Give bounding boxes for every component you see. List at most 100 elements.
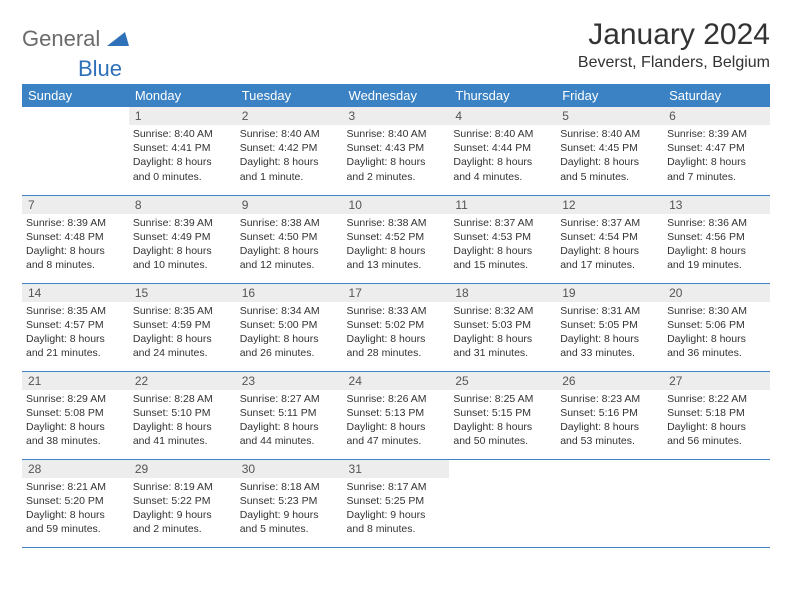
day-detail-line: Daylight: 8 hours [26, 244, 125, 258]
day-detail-line: Sunrise: 8:39 AM [26, 216, 125, 230]
weekday-header: Monday [129, 84, 236, 107]
day-details: Sunrise: 8:35 AMSunset: 4:57 PMDaylight:… [22, 302, 129, 365]
day-details: Sunrise: 8:22 AMSunset: 5:18 PMDaylight:… [663, 390, 770, 453]
weekday-header: Saturday [663, 84, 770, 107]
day-detail-line: Sunrise: 8:39 AM [133, 216, 232, 230]
calendar-day-cell: 5Sunrise: 8:40 AMSunset: 4:45 PMDaylight… [556, 107, 663, 195]
day-detail-line: Daylight: 8 hours [667, 155, 766, 169]
day-detail-line: and 2 minutes. [133, 522, 232, 536]
day-detail-line: Sunset: 4:49 PM [133, 230, 232, 244]
weekday-header: Sunday [22, 84, 129, 107]
day-detail-line: Sunrise: 8:36 AM [667, 216, 766, 230]
day-number: 30 [236, 460, 343, 478]
day-detail-line: and 53 minutes. [560, 434, 659, 448]
day-detail-line: Daylight: 8 hours [240, 332, 339, 346]
weekday-header: Thursday [449, 84, 556, 107]
day-detail-line: Daylight: 8 hours [26, 332, 125, 346]
calendar-day-cell: 15Sunrise: 8:35 AMSunset: 4:59 PMDayligh… [129, 283, 236, 371]
day-detail-line: and 31 minutes. [453, 346, 552, 360]
day-detail-line: Sunset: 5:00 PM [240, 318, 339, 332]
day-number: 25 [449, 372, 556, 390]
day-detail-line: Sunset: 4:43 PM [347, 141, 446, 155]
day-detail-line: and 36 minutes. [667, 346, 766, 360]
day-detail-line: Sunrise: 8:35 AM [133, 304, 232, 318]
logo: General Blue [22, 18, 129, 52]
calendar-week-row: 7Sunrise: 8:39 AMSunset: 4:48 PMDaylight… [22, 195, 770, 283]
day-detail-line: and 26 minutes. [240, 346, 339, 360]
day-detail-line: Daylight: 8 hours [133, 155, 232, 169]
day-detail-line: Sunset: 5:05 PM [560, 318, 659, 332]
day-number: 20 [663, 284, 770, 302]
calendar-week-row: 28Sunrise: 8:21 AMSunset: 5:20 PMDayligh… [22, 459, 770, 547]
day-number: 31 [343, 460, 450, 478]
day-detail-line: Sunset: 5:06 PM [667, 318, 766, 332]
day-detail-line: Daylight: 8 hours [347, 332, 446, 346]
month-title: January 2024 [578, 18, 770, 52]
calendar-day-cell: 28Sunrise: 8:21 AMSunset: 5:20 PMDayligh… [22, 459, 129, 547]
day-detail-line: Daylight: 8 hours [560, 244, 659, 258]
day-number: 22 [129, 372, 236, 390]
weekday-header: Friday [556, 84, 663, 107]
day-detail-line: Sunrise: 8:40 AM [453, 127, 552, 141]
day-detail-line: Sunset: 5:18 PM [667, 406, 766, 420]
day-detail-line: and 19 minutes. [667, 258, 766, 272]
day-detail-line: and 2 minutes. [347, 170, 446, 184]
day-details: Sunrise: 8:27 AMSunset: 5:11 PMDaylight:… [236, 390, 343, 453]
day-detail-line: Daylight: 8 hours [453, 155, 552, 169]
day-detail-line: and 38 minutes. [26, 434, 125, 448]
calendar-header-row: SundayMondayTuesdayWednesdayThursdayFrid… [22, 84, 770, 107]
day-detail-line: and 28 minutes. [347, 346, 446, 360]
day-details: Sunrise: 8:33 AMSunset: 5:02 PMDaylight:… [343, 302, 450, 365]
day-detail-line: Sunset: 4:54 PM [560, 230, 659, 244]
title-block: January 2024 Beverst, Flanders, Belgium [578, 18, 770, 72]
day-details: Sunrise: 8:40 AMSunset: 4:44 PMDaylight:… [449, 125, 556, 188]
day-detail-line: Sunrise: 8:38 AM [240, 216, 339, 230]
day-number: 26 [556, 372, 663, 390]
calendar-day-cell [556, 459, 663, 547]
calendar-day-cell [22, 107, 129, 195]
day-detail-line: and 17 minutes. [560, 258, 659, 272]
calendar-day-cell: 30Sunrise: 8:18 AMSunset: 5:23 PMDayligh… [236, 459, 343, 547]
day-details: Sunrise: 8:38 AMSunset: 4:50 PMDaylight:… [236, 214, 343, 277]
day-detail-line: Sunset: 4:41 PM [133, 141, 232, 155]
day-details: Sunrise: 8:19 AMSunset: 5:22 PMDaylight:… [129, 478, 236, 541]
day-number: 15 [129, 284, 236, 302]
calendar-day-cell: 22Sunrise: 8:28 AMSunset: 5:10 PMDayligh… [129, 371, 236, 459]
weekday-header: Tuesday [236, 84, 343, 107]
day-detail-line: Daylight: 8 hours [453, 244, 552, 258]
day-detail-line: Daylight: 8 hours [347, 244, 446, 258]
day-details: Sunrise: 8:40 AMSunset: 4:42 PMDaylight:… [236, 125, 343, 188]
day-detail-line: and 47 minutes. [347, 434, 446, 448]
day-details: Sunrise: 8:31 AMSunset: 5:05 PMDaylight:… [556, 302, 663, 365]
calendar-day-cell: 4Sunrise: 8:40 AMSunset: 4:44 PMDaylight… [449, 107, 556, 195]
day-detail-line: Daylight: 8 hours [453, 332, 552, 346]
day-detail-line: Sunrise: 8:18 AM [240, 480, 339, 494]
calendar-day-cell: 8Sunrise: 8:39 AMSunset: 4:49 PMDaylight… [129, 195, 236, 283]
day-details: Sunrise: 8:40 AMSunset: 4:41 PMDaylight:… [129, 125, 236, 188]
day-number: 6 [663, 107, 770, 125]
calendar-week-row: 1Sunrise: 8:40 AMSunset: 4:41 PMDaylight… [22, 107, 770, 195]
day-detail-line: and 7 minutes. [667, 170, 766, 184]
calendar-day-cell: 25Sunrise: 8:25 AMSunset: 5:15 PMDayligh… [449, 371, 556, 459]
day-detail-line: Sunrise: 8:31 AM [560, 304, 659, 318]
calendar-day-cell: 26Sunrise: 8:23 AMSunset: 5:16 PMDayligh… [556, 371, 663, 459]
day-details: Sunrise: 8:36 AMSunset: 4:56 PMDaylight:… [663, 214, 770, 277]
day-details: Sunrise: 8:18 AMSunset: 5:23 PMDaylight:… [236, 478, 343, 541]
calendar-day-cell: 21Sunrise: 8:29 AMSunset: 5:08 PMDayligh… [22, 371, 129, 459]
day-details: Sunrise: 8:35 AMSunset: 4:59 PMDaylight:… [129, 302, 236, 365]
day-number: 28 [22, 460, 129, 478]
day-detail-line: and 12 minutes. [240, 258, 339, 272]
day-detail-line: and 10 minutes. [133, 258, 232, 272]
day-details: Sunrise: 8:38 AMSunset: 4:52 PMDaylight:… [343, 214, 450, 277]
day-details: Sunrise: 8:28 AMSunset: 5:10 PMDaylight:… [129, 390, 236, 453]
day-detail-line: Sunrise: 8:40 AM [133, 127, 232, 141]
day-detail-line: and 33 minutes. [560, 346, 659, 360]
calendar-day-cell: 12Sunrise: 8:37 AMSunset: 4:54 PMDayligh… [556, 195, 663, 283]
day-detail-line: Daylight: 8 hours [133, 332, 232, 346]
day-detail-line: and 8 minutes. [347, 522, 446, 536]
day-detail-line: and 5 minutes. [560, 170, 659, 184]
day-details: Sunrise: 8:30 AMSunset: 5:06 PMDaylight:… [663, 302, 770, 365]
calendar-day-cell: 11Sunrise: 8:37 AMSunset: 4:53 PMDayligh… [449, 195, 556, 283]
day-detail-line: Sunset: 5:03 PM [453, 318, 552, 332]
day-detail-line: Sunset: 4:53 PM [453, 230, 552, 244]
